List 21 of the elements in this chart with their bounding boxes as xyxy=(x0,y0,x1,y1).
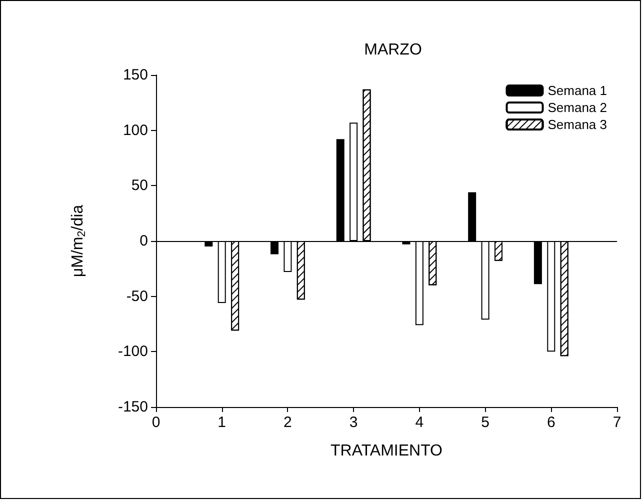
y-tick-label: 50 xyxy=(131,177,148,194)
x-tick-label: 1 xyxy=(218,414,226,431)
x-tick-label: 6 xyxy=(546,414,556,431)
y-tick-label: 0 xyxy=(140,232,148,250)
y-tick-label: -150 xyxy=(118,398,148,416)
legend-label: Semana 3 xyxy=(548,117,608,132)
y-axis-title: μM/m2/dia xyxy=(70,204,88,278)
y-tick-label: -50 xyxy=(126,288,148,305)
legend-label: Semana 1 xyxy=(548,83,608,98)
y-tick-label: 100 xyxy=(122,122,148,139)
x-tick-label: 4 xyxy=(415,414,424,431)
x-axis-title: TRATAMIENTO xyxy=(330,442,442,460)
y-tick-label: 150 xyxy=(122,66,148,84)
chart-title: MARZO xyxy=(364,42,422,58)
x-tick-label: 5 xyxy=(481,414,490,431)
x-tick-label: 2 xyxy=(284,414,292,431)
x-tick-label: 0 xyxy=(152,414,160,431)
legend-label: Semana 2 xyxy=(548,100,608,115)
y-tick-label: -100 xyxy=(118,343,148,360)
x-tick-label: 7 xyxy=(612,414,622,431)
x-tick-label: 3 xyxy=(349,414,358,431)
